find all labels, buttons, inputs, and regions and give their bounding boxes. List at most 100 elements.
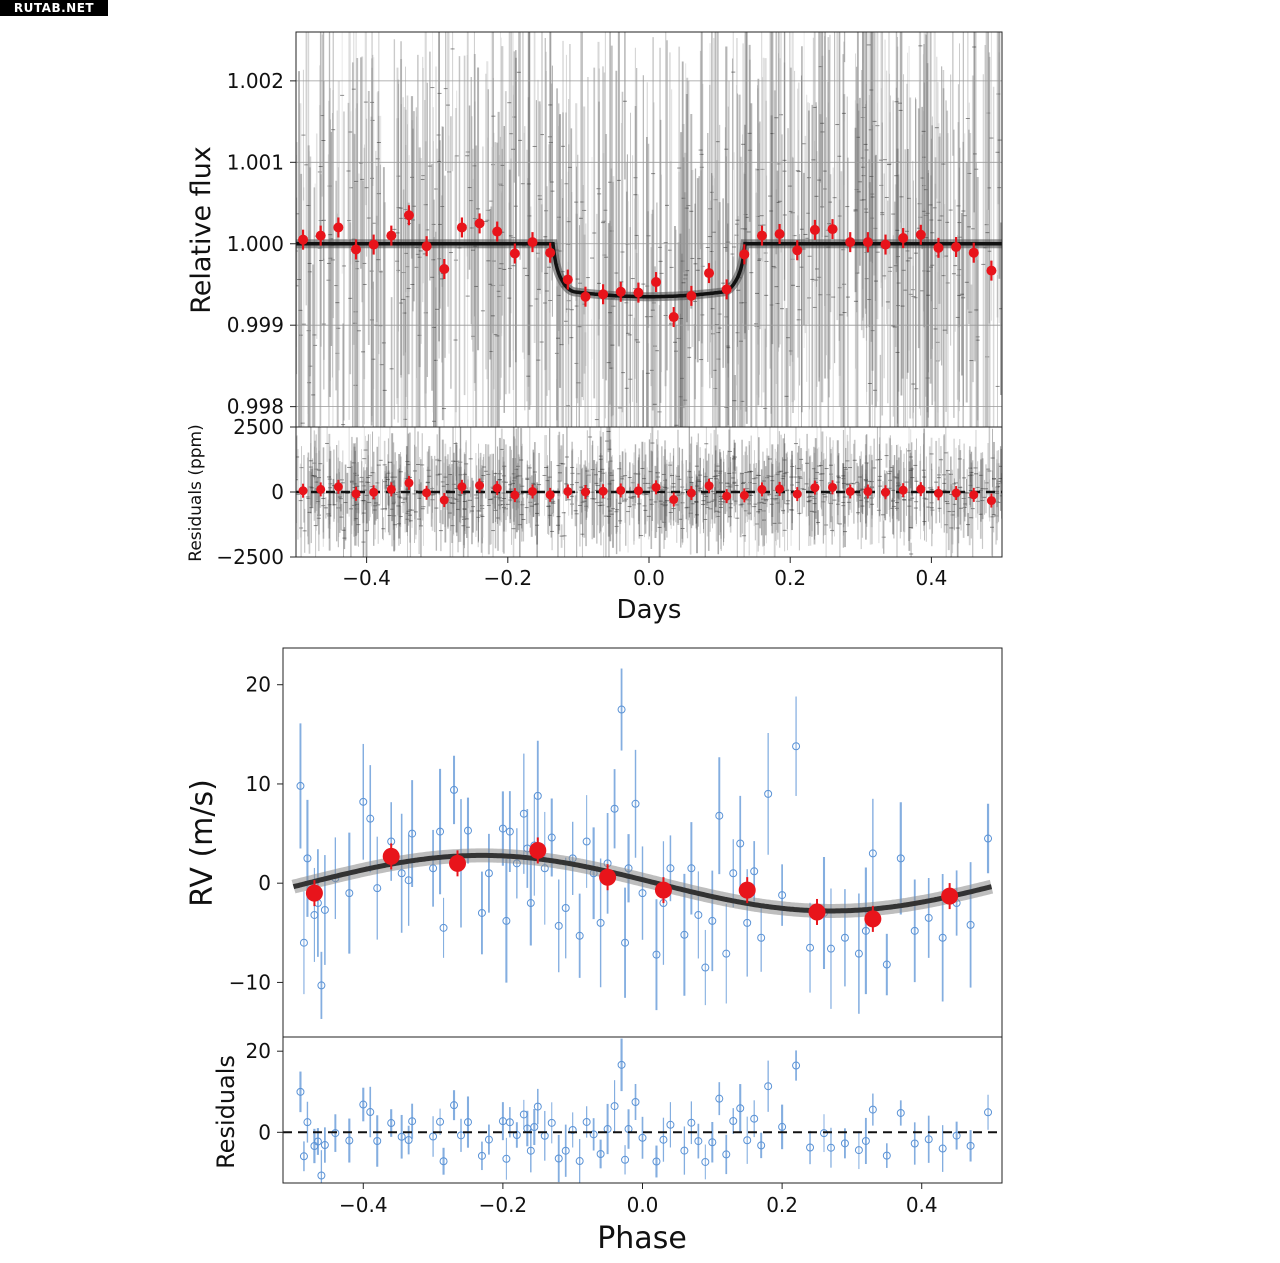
transit-residual-point <box>704 481 714 491</box>
rv-residual-point <box>317 1171 326 1180</box>
transit-ytick-label: 1.000 <box>227 232 284 256</box>
rv-measurement-point <box>631 799 640 808</box>
transit-residuals-panel: −2500 0 2500 −0.4 −0.2 0.0 0.2 0.4 <box>216 415 1003 590</box>
transit-residual-point <box>563 486 573 496</box>
transit-residual-point <box>492 483 502 493</box>
rv-measurement-point <box>743 918 752 927</box>
transit-binned-point <box>739 249 750 260</box>
rv-measurement-point <box>840 933 849 942</box>
rv-measurement-point <box>910 926 919 935</box>
rv-measurement-point <box>680 930 689 939</box>
rv-residual-point <box>589 1130 598 1139</box>
rv-residual-point <box>882 1151 891 1160</box>
rv-measurement-point <box>806 943 815 952</box>
transit-binned-point <box>880 239 891 250</box>
transit-binned-point <box>298 234 309 245</box>
rv-residuals-panel: 0 20 −0.4 −0.2 0.0 0.2 0.4 <box>246 1036 1003 1217</box>
transit-residual-point <box>775 484 785 494</box>
rv-residual-point <box>952 1131 961 1140</box>
rv-measurement-point <box>408 829 417 838</box>
rv-residual-point <box>439 1157 448 1166</box>
transit-residual-point <box>898 485 908 495</box>
rv-residual-point <box>924 1135 933 1144</box>
rv-measurement-point <box>373 884 382 893</box>
transit-residual-point <box>475 481 485 490</box>
transit-binned-point <box>439 264 450 274</box>
transit-binned-point <box>456 222 467 233</box>
rv-residual-point <box>659 1135 668 1144</box>
transit-residual-point <box>810 483 820 493</box>
rv-residual-point <box>313 1137 322 1146</box>
rv-residual-point <box>484 1135 493 1144</box>
transit-binned-point <box>598 289 609 300</box>
transit-residual-point <box>316 484 326 494</box>
transit-residual-point <box>633 486 643 496</box>
transit-residual-point <box>457 482 467 492</box>
transit-residual-point <box>792 489 802 499</box>
rv-measurement-point <box>729 869 738 878</box>
rv-measurement-point <box>778 891 787 900</box>
transit-binned-point <box>774 228 785 239</box>
rv-measurement-point <box>554 921 563 930</box>
rv-residual-point <box>868 1105 877 1114</box>
transit-ytick-label: 1.002 <box>227 69 284 93</box>
rv-measurement-point <box>596 918 605 927</box>
rv-binned-point <box>808 903 826 921</box>
rv-residual-point <box>854 1146 863 1155</box>
transit-residual-point <box>722 491 732 501</box>
rv-ytick-label: 0 <box>258 871 271 895</box>
transit-binned-point <box>315 230 326 241</box>
rv-residual-point <box>561 1146 570 1155</box>
rv-measurement-point <box>533 791 542 800</box>
rv-ytick-label: 10 <box>246 772 271 796</box>
transit-residual-point <box>439 495 449 505</box>
rv-binned-point <box>305 884 323 902</box>
rv-measurement-point <box>617 705 626 714</box>
transit-binned-point <box>351 244 362 255</box>
rv-residual-point <box>708 1138 717 1147</box>
rv-measurement-point <box>694 910 703 919</box>
rv-residual-point <box>463 1118 472 1127</box>
rv-measurement-point <box>610 804 619 813</box>
rv-residual-point <box>638 1133 647 1142</box>
transit-binned-point <box>492 226 503 237</box>
rv-measurement-point <box>317 981 326 990</box>
rv-residuals-plot-area <box>283 1038 1002 1183</box>
transit-residuals-ytick-label: −2500 <box>216 545 284 569</box>
rv-measurement-point <box>854 949 863 958</box>
rv-measurement-point <box>561 903 570 912</box>
transit-residual-point <box>863 486 873 496</box>
rv-measurement-point <box>896 854 905 863</box>
rv-measurement-point <box>498 824 507 833</box>
transit-binned-point <box>809 224 820 235</box>
transit-xlabel: Days <box>617 595 682 625</box>
rv-residual-point <box>687 1118 696 1127</box>
rv-measurement-point <box>701 963 710 972</box>
transit-residual-point <box>881 487 891 497</box>
rv-measurement-point <box>666 864 675 873</box>
transit-binned-point <box>845 237 856 248</box>
watermark-logo: RUTAB.NET <box>0 0 108 16</box>
rv-residual-point <box>896 1108 905 1117</box>
rv-binned-point <box>941 887 959 905</box>
rv-residual-point <box>397 1132 406 1141</box>
rv-measurement-point <box>984 834 993 843</box>
transit-binned-point <box>986 265 997 276</box>
transit-residual-point <box>951 488 961 498</box>
rv-model-line <box>292 852 993 914</box>
rv-residual-point <box>736 1104 745 1113</box>
rv-residual-point <box>408 1117 417 1126</box>
rv-measurement-point <box>924 913 933 922</box>
transit-binned-point <box>792 245 803 256</box>
transit-binned-point <box>827 224 838 235</box>
rv-measurement-point <box>792 742 801 751</box>
rv-residual-point <box>477 1151 486 1160</box>
transit-xtick-label: 0.0 <box>633 566 665 590</box>
transit-binned-point <box>968 247 979 258</box>
rv-residual-point <box>610 1102 619 1111</box>
rv-residual-point <box>715 1094 724 1103</box>
transit-residual-point <box>669 495 679 505</box>
rv-measurement-point <box>687 864 696 873</box>
rv-residual-point <box>750 1114 759 1123</box>
